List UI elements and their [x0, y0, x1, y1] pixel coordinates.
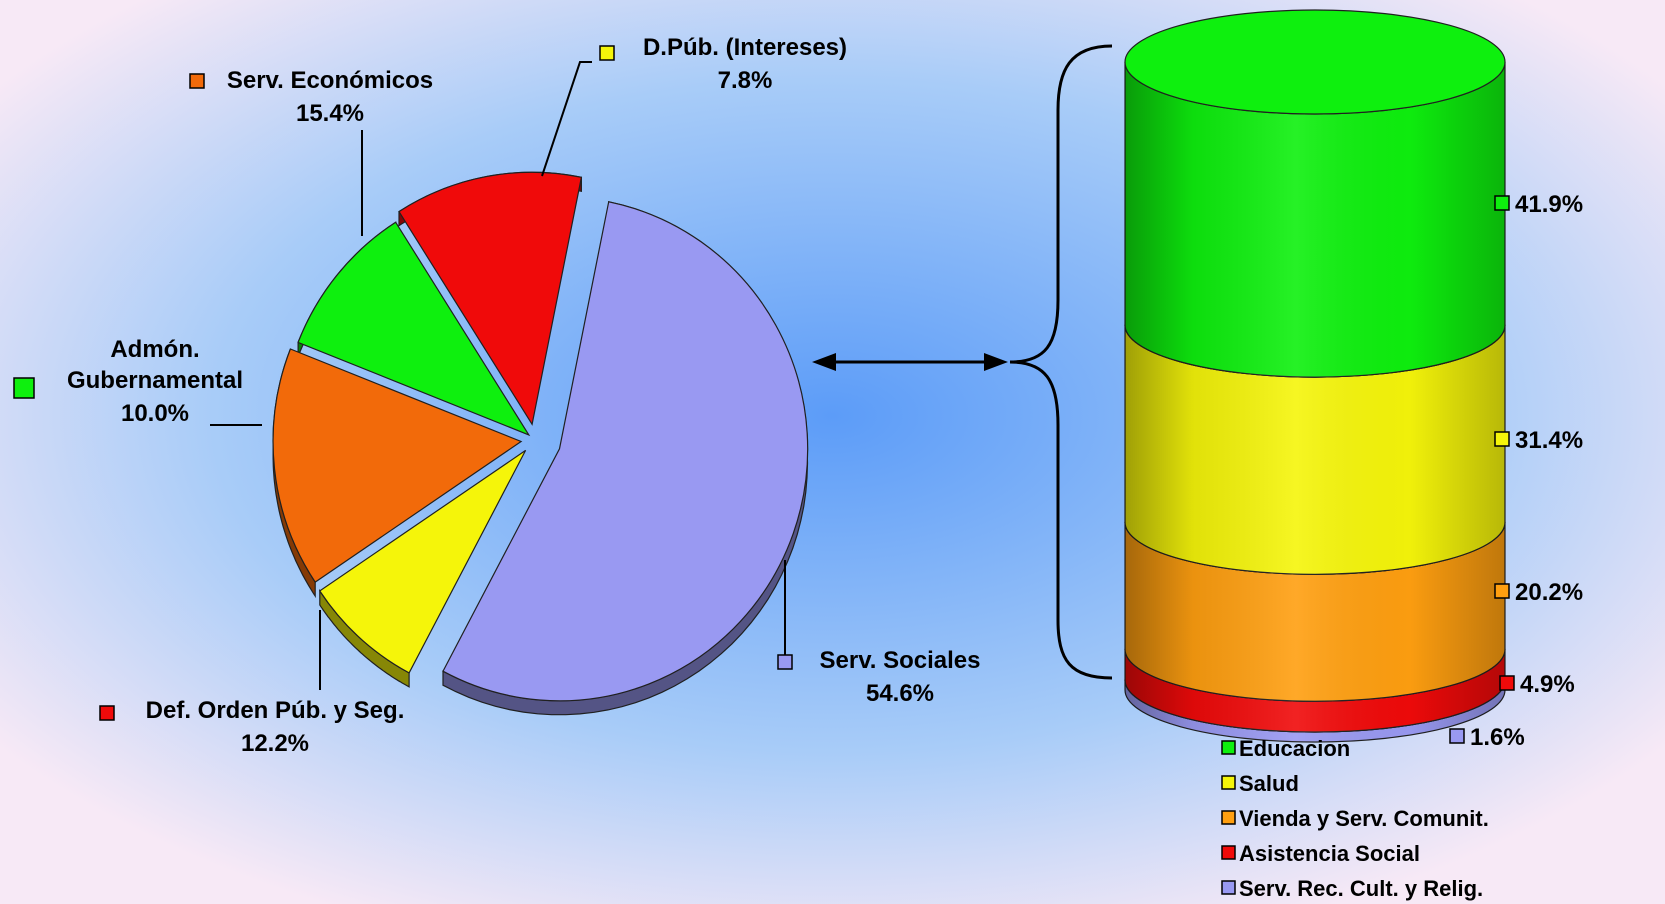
legend-swatch-admon-gubernamental — [13, 377, 35, 399]
legend-swatch-vienda-y-serv-comunit — [1221, 810, 1236, 825]
pie-value-d-pub-intereses: 7.8% — [718, 67, 773, 94]
pie-value-serv-economicos: 15.4% — [296, 100, 364, 127]
value-swatch-educacion — [1494, 195, 1510, 211]
legend-swatch-asistencia-social — [1221, 845, 1236, 860]
pie-slice-serv-economicos — [272, 348, 523, 583]
pie-label-serv-sociales: Serv. Sociales — [820, 647, 981, 674]
legend: Educacion Salud Vienda y Serv. Comunit. Asi… — [1221, 736, 1489, 901]
pie-slice-def-orden-pub-y-seg — [398, 171, 583, 426]
cylinder-value-asistencia-social: 4.9% — [1520, 671, 1575, 698]
legend-swatch-def-orden-pub-y-seg — [99, 705, 115, 721]
pie-label-def-orden-pub-y-seg: Def. Orden Púb. y Seg. — [146, 697, 405, 724]
value-swatch-asistencia-social — [1499, 675, 1515, 691]
curly-brace-icon — [1009, 44, 1113, 680]
pie-value-def-orden-pub-y-seg: 12.2% — [241, 730, 309, 757]
value-swatch-vienda-y-serv-comunit — [1494, 583, 1510, 599]
legend-swatch-d-pub-intereses — [599, 45, 615, 61]
cylinder-value-serv-rec-cult-y-relig: 1.6% — [1470, 724, 1525, 751]
legend-swatch-serv-economicos — [189, 73, 205, 89]
pie-value-admon-gubernamental: 10.0% — [121, 400, 189, 427]
legend-swatch-salud — [1221, 775, 1236, 790]
cylinder-value-vienda-y-serv-comunit: 20.2% — [1515, 579, 1583, 606]
pie-label-admon-gubernamental: Gubernamental — [67, 367, 243, 394]
legend-label-asistencia-social: Asistencia Social — [1239, 841, 1420, 866]
cylinder-shading-asistencia-social — [1125, 649, 1505, 732]
pie-label-d-pub-intereses: D.Púb. (Intereses) — [643, 34, 847, 61]
legend-label-vienda-y-serv-comunit: Vienda y Serv. Comunit. — [1239, 806, 1489, 831]
legend-label-salud: Salud — [1239, 771, 1299, 796]
value-swatch-serv-rec-cult-y-relig — [1449, 728, 1465, 744]
cylinder-shading-serv-rec-cult-y-relig — [1125, 680, 1505, 742]
legend-swatch-serv-sociales — [777, 654, 793, 670]
cylinder-value-salud: 31.4% — [1515, 427, 1583, 454]
pie-slice-admon-gubernamental — [297, 221, 531, 437]
cylinder-labels: 41.9% 31.4% 20.2% 4.9% 1.6% — [1449, 191, 1583, 751]
legend-label-serv-rec-cult-y-relig: Serv. Rec. Cult. y Relig. — [1239, 876, 1483, 901]
legend-swatch-serv-rec-cult-y-relig — [1221, 880, 1236, 895]
pie-chart — [272, 171, 809, 716]
stacked-cylinder-chart — [1124, 9, 1506, 743]
legend-label-educacion: Educacion — [1239, 736, 1350, 761]
leader-line-d-pub-intereses — [541, 61, 592, 177]
pie-slice-serv-sociales — [442, 201, 809, 702]
double-arrow-icon — [812, 353, 1008, 371]
cylinder-shading-educacion — [1125, 62, 1505, 378]
cylinder-shading-salud — [1125, 325, 1505, 575]
value-swatch-salud — [1494, 431, 1510, 447]
cylinder-value-educacion: 41.9% — [1515, 191, 1583, 218]
pie-label-admon-gubernamental: Admón. — [110, 336, 199, 363]
cylinder-cap-educacion — [1124, 9, 1506, 115]
pie-value-serv-sociales: 54.6% — [866, 680, 934, 707]
pie-label-serv-economicos: Serv. Económicos — [227, 67, 433, 94]
legend-swatch-educacion — [1221, 740, 1236, 755]
pie-slice-d-pub-intereses — [318, 449, 527, 674]
pie-labels: Serv. Sociales 54.6% D.Púb. (Intereses) 7.8… — [13, 34, 981, 757]
cylinder-shading-vienda-y-serv-comunit — [1125, 522, 1505, 702]
